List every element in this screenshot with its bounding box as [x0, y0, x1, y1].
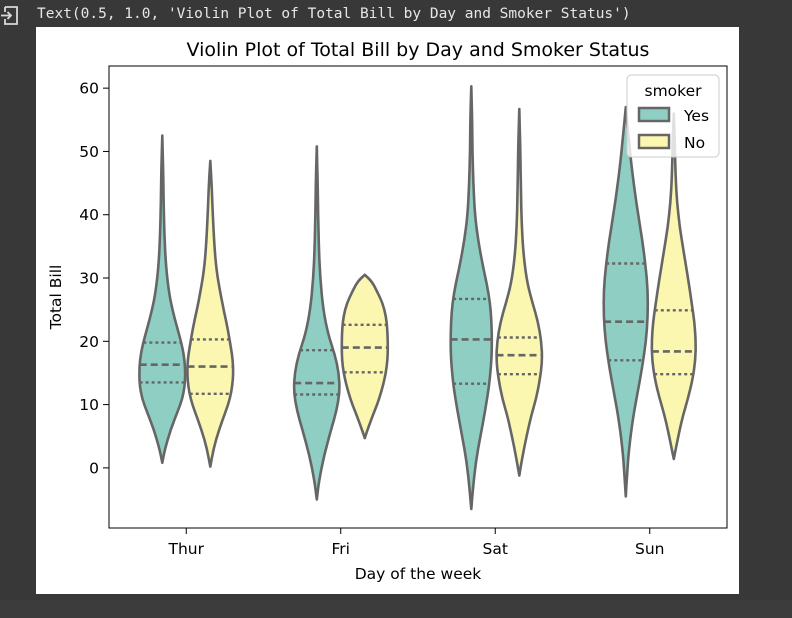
y-tick-label: 40: [79, 206, 99, 224]
y-axis: 0 10 20 30 40 50 60: [79, 80, 109, 477]
y-tick-label: 50: [79, 143, 99, 161]
plot-frame: [108, 65, 728, 529]
x-tick-label-sat: Sat: [483, 540, 508, 558]
violins-layer: [138, 85, 697, 511]
violin-chart: 0 10 20 30 40 50 60 Thur Fri Sat Sun Violin Plot …: [47, 39, 728, 583]
y-tick-label: 10: [79, 396, 99, 414]
chart-figure: 0 10 20 30 40 50 60 Thur Fri Sat Sun Violin Plot …: [36, 27, 739, 594]
violin-yes-fri: [292, 145, 341, 501]
cell-output-text: Text(0.5, 1.0, 'Violin Plot of Total Bil…: [37, 6, 631, 22]
violin-no-thur: [186, 159, 235, 468]
y-tick-label: 0: [89, 459, 99, 477]
legend-title: smoker: [645, 82, 703, 100]
x-tick-label-sun: Sun: [635, 540, 665, 558]
violin-yes-sun: [602, 105, 650, 498]
legend-swatch-yes: [637, 106, 671, 123]
y-tick-label: 60: [79, 80, 99, 98]
violin-no-sat: [495, 107, 544, 477]
chart-title: Violin Plot of Total Bill by Day and Smo…: [187, 39, 650, 61]
y-tick-label: 20: [79, 333, 99, 351]
quartile-lines-layer: [139, 262, 696, 396]
x-tick-label-fri: Fri: [332, 540, 350, 558]
output-arrow-icon: [0, 4, 22, 28]
legend-swatch-no: [637, 133, 671, 150]
x-tick-label-thur: Thur: [168, 540, 205, 558]
x-axis-label: Day of the week: [355, 565, 482, 583]
y-axis-label: Total Bill: [47, 265, 65, 331]
violin-no-sun: [650, 112, 697, 461]
x-axis: Thur Fri Sat Sun: [168, 528, 665, 558]
legend-label-no: No: [684, 134, 705, 152]
legend-label-yes: Yes: [683, 107, 709, 125]
violin-no-fri: [340, 273, 390, 440]
violin-yes-thur: [138, 134, 187, 465]
legend: smoker Yes No: [626, 74, 720, 158]
bottom-strip: [0, 600, 792, 618]
y-tick-label: 30: [79, 270, 99, 288]
violin-yes-sat: [449, 85, 494, 511]
